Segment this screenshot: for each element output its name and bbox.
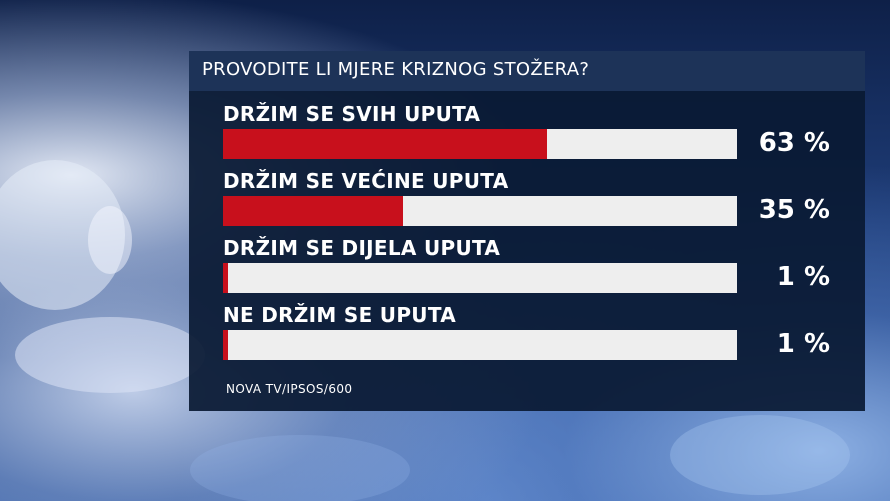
bar [223, 196, 403, 226]
value-label: 63 % [758, 128, 830, 158]
chart-title: PROVODITE LI MJERE KRIZNOG STOŽERA? [202, 59, 590, 80]
value-label: 1 % [776, 329, 830, 359]
glove-hand-shape [0, 160, 125, 310]
bar [223, 129, 547, 159]
virus-blob-shape [190, 435, 410, 501]
category-label: DRŽIM SE SVIH UPUTA [223, 102, 481, 126]
category-label: DRŽIM SE VEĆINE UPUTA [223, 169, 509, 193]
spray-bottle-nozzle [88, 206, 132, 274]
bar [223, 263, 228, 293]
category-label: DRŽIM SE DIJELA UPUTA [223, 236, 501, 260]
bar-track [223, 330, 737, 360]
bar-track [223, 196, 737, 226]
value-label: 1 % [776, 262, 830, 292]
value-label: 35 % [758, 195, 830, 225]
title-bar: PROVODITE LI MJERE KRIZNOG STOŽERA? [189, 51, 865, 91]
category-label: NE DRŽIM SE UPUTA [223, 303, 457, 327]
virus-blob-shape [670, 415, 850, 495]
bar-track [223, 263, 737, 293]
bar-track [223, 129, 737, 159]
poll-panel: PROVODITE LI MJERE KRIZNOG STOŽERA? DRŽI… [189, 51, 865, 411]
source-label: NOVA TV/IPSOS/600 [226, 382, 353, 396]
open-hand-shape [15, 317, 205, 393]
bar [223, 330, 228, 360]
